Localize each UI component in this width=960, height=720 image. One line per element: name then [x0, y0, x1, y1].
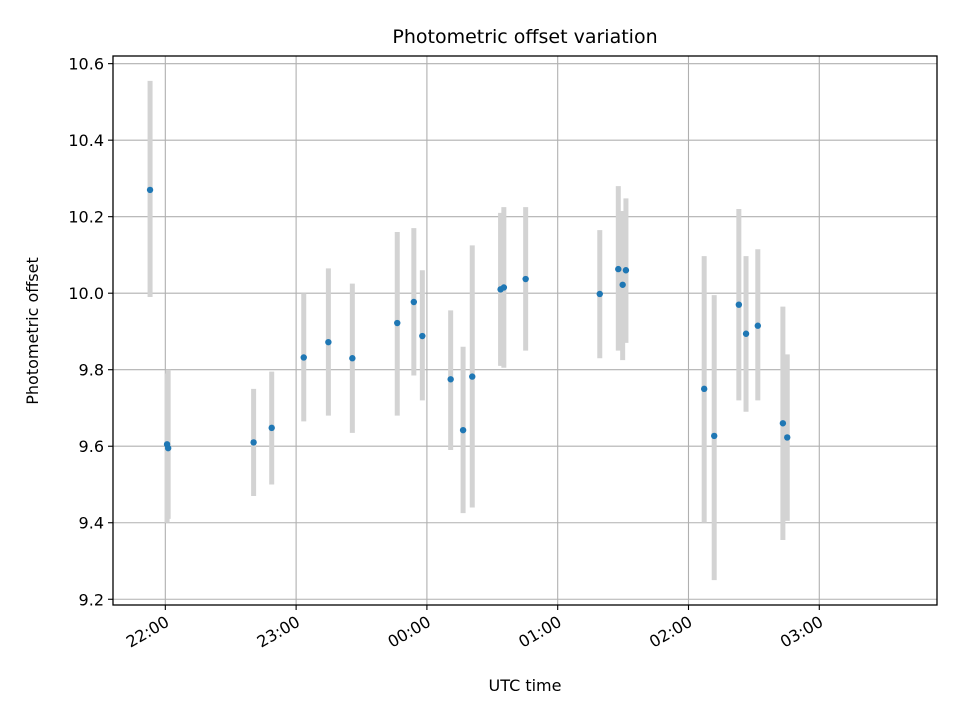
- y-tick-label: 9.2: [79, 590, 104, 609]
- data-point: [268, 424, 275, 432]
- data-point: [735, 301, 743, 308]
- data-point: [779, 420, 787, 427]
- data-point: [615, 265, 622, 273]
- data-point: [459, 426, 467, 434]
- data-point: [164, 444, 172, 452]
- y-tick-label: 10.6: [68, 55, 104, 74]
- y-axis-label: Photometric offset: [23, 257, 42, 405]
- data-point: [742, 330, 750, 337]
- y-axis-ticks: 9.2 9.4 9.6 9.8 10.0 10.2 10.4 10.6: [68, 55, 113, 609]
- data-point: [419, 332, 426, 340]
- y-tick-label: 10.4: [68, 131, 104, 150]
- data-point: [522, 275, 529, 283]
- data-point: [622, 267, 630, 274]
- data-point: [146, 186, 154, 194]
- data-point: [596, 290, 603, 298]
- data-point: [500, 284, 508, 291]
- x-axis-label: UTC time: [489, 676, 562, 695]
- data-point: [754, 322, 762, 329]
- y-tick-label: 9.4: [79, 514, 104, 533]
- data-point: [349, 355, 356, 362]
- y-tick-label: 9.8: [79, 361, 104, 380]
- data-point: [711, 432, 718, 440]
- data-point: [325, 338, 332, 346]
- chart-title: Photometric offset variation: [392, 26, 657, 48]
- y-tick-label: 9.6: [79, 437, 104, 456]
- data-point: [394, 319, 401, 327]
- data-point: [619, 281, 626, 288]
- y-tick-label: 10.2: [68, 208, 104, 227]
- data-point: [250, 439, 257, 446]
- plot-frame: [112, 55, 938, 606]
- data-points: [146, 186, 791, 452]
- data-point: [300, 354, 307, 361]
- data-point: [447, 376, 454, 383]
- data-point: [784, 434, 791, 441]
- data-point: [410, 298, 418, 306]
- data-point: [469, 373, 476, 380]
- y-tick-label: 10.0: [68, 284, 104, 303]
- data-point: [700, 385, 708, 393]
